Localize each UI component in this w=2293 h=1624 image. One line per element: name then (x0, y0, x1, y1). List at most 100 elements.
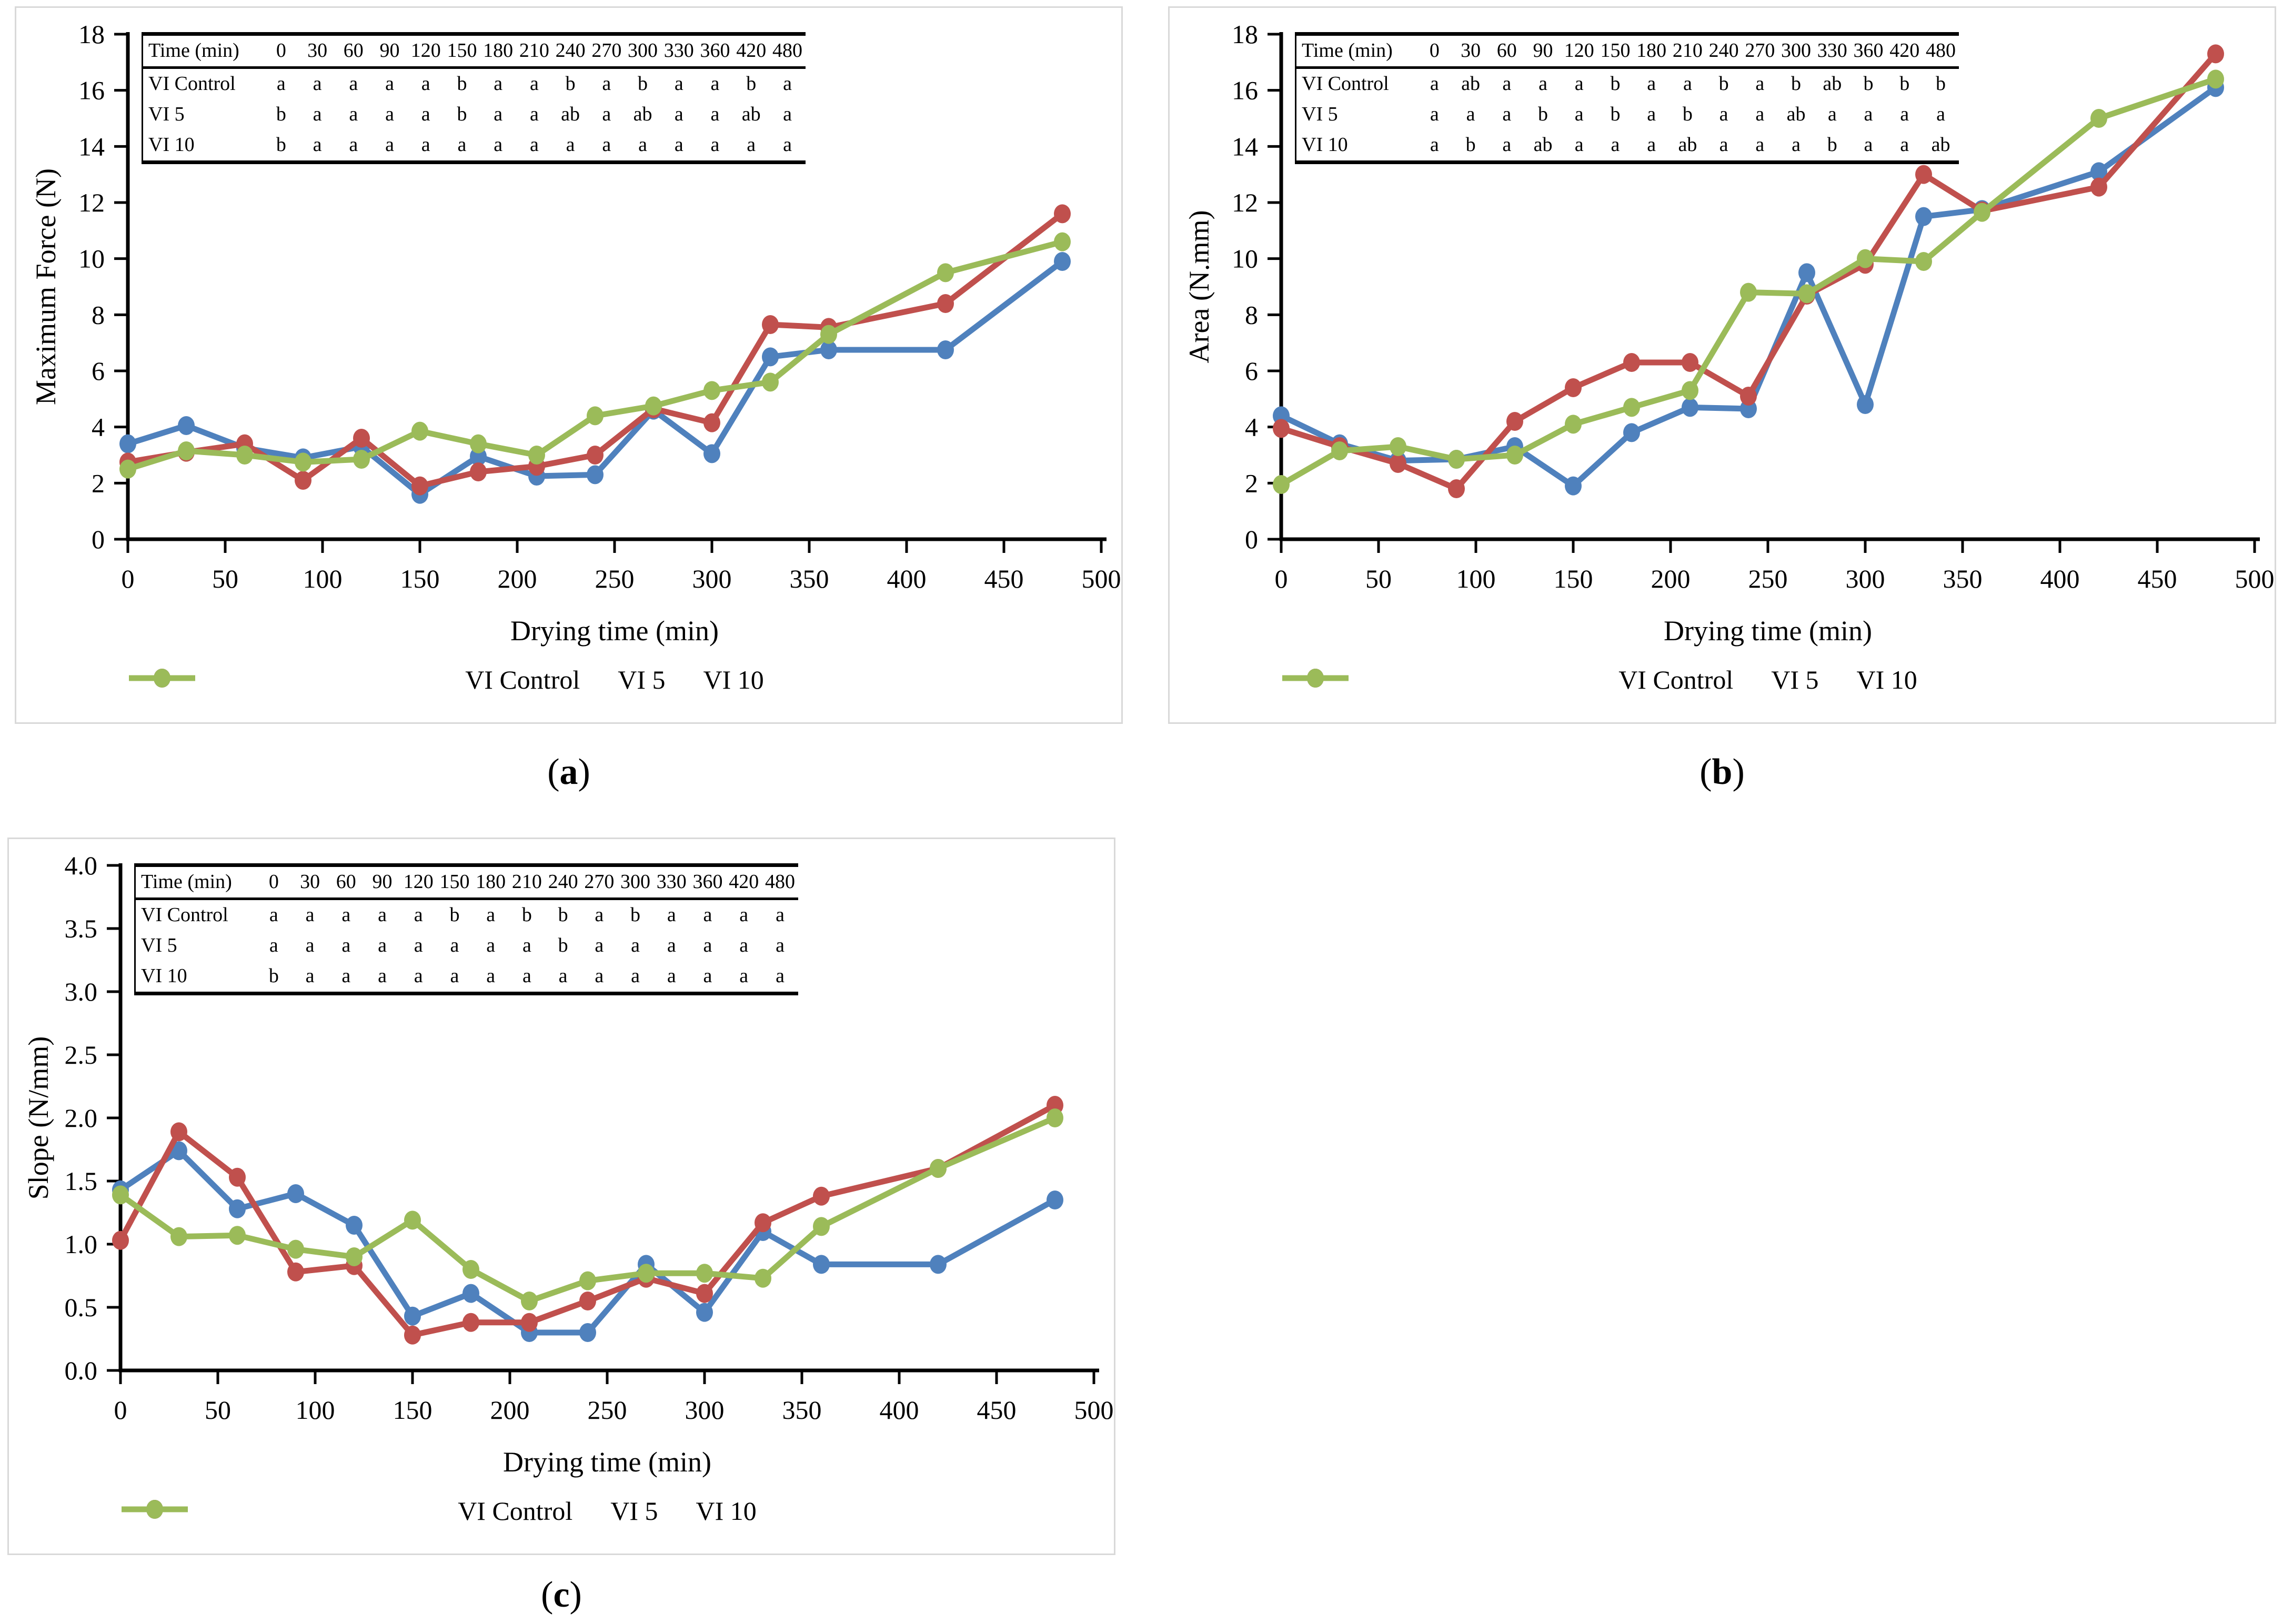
panel-paren: ) (578, 752, 590, 792)
series-marker-vi-control (404, 1306, 421, 1326)
sig-table-grid-a: Time (min) 0 30 60 90 120 150 180 210 240 270 300 33… (143, 36, 806, 160)
y-tick-label: 3.5 (65, 914, 98, 943)
x-tick-label: 350 (1943, 564, 1983, 593)
y-tick-label: 6 (1245, 356, 1258, 386)
sig-table-row-vi-5: VI 5 b a a a a b a a ab a ab a a ab a (143, 99, 806, 130)
x-tick-label: 0 (122, 564, 135, 593)
series-marker-vi-control (229, 1199, 246, 1218)
series-marker-vi-10 (411, 421, 428, 441)
sig-table-corner-label: Time (min) (141, 871, 232, 893)
series-marker-vi-control (287, 1184, 304, 1203)
sig-cell: a (602, 133, 611, 156)
sig-table-grid-c: Time (min) 0 30 60 90 120 150 180 210 240 270 300 33… (136, 867, 798, 992)
series-marker-vi-5 (762, 315, 779, 334)
sig-cell: b (1538, 103, 1548, 125)
sig-cell: a (595, 934, 604, 956)
series-marker-vi-control (1623, 423, 1640, 442)
legend-marker-vi-10 (129, 669, 195, 688)
sig-table-time-header: 360 (700, 39, 730, 62)
x-tick-label: 200 (490, 1395, 530, 1425)
sig-row-label: VI 10 (148, 133, 195, 156)
series-marker-vi-5 (579, 1292, 596, 1310)
series-marker-vi-10 (1915, 252, 1932, 271)
sig-cell: a (486, 934, 496, 956)
x-tick-label: 100 (1456, 564, 1496, 593)
sig-cell: a (269, 934, 278, 956)
sig-cell: a (1574, 133, 1584, 156)
x-tick-label: 450 (984, 564, 1024, 593)
series-marker-vi-5 (2090, 177, 2107, 197)
series-marker-vi-control (696, 1303, 713, 1322)
sig-cell: a (710, 133, 720, 156)
sig-table-time-header: 480 (1926, 39, 1956, 62)
series-marker-vi-control (1054, 252, 1071, 271)
sig-row-label: VI Control (1302, 72, 1389, 95)
sig-cell: a (674, 103, 683, 125)
x-tick-label: 150 (393, 1395, 433, 1425)
sig-table-time-header: 90 (372, 871, 393, 893)
sig-table-c: Time (min) 0 30 60 90 120 150 180 210 240 270 300 33… (134, 863, 798, 995)
series-marker-vi-5 (404, 1325, 421, 1345)
sig-table-time-header: 60 (336, 871, 356, 893)
x-tick-label: 500 (2235, 564, 2275, 593)
series-line-vi-10 (125, 239, 1065, 472)
sig-cell: a (1430, 133, 1439, 156)
legend-item-vi-control: VI Control (1282, 667, 1733, 693)
sig-cell: ab (633, 103, 652, 125)
sig-cell: a (602, 72, 611, 95)
y-tick-label: 14 (1232, 132, 1258, 161)
x-axis-title: Drying time (min) (1664, 615, 1872, 647)
sig-row-label: VI Control (148, 72, 236, 95)
y-tick-label: 8 (1245, 300, 1258, 329)
y-tick-label: 0 (1245, 524, 1258, 554)
y-tick-label: 18 (1232, 19, 1258, 49)
sig-cell: a (1827, 103, 1837, 125)
sig-cell: a (341, 934, 351, 956)
x-tick-label: 450 (977, 1395, 1017, 1425)
series-marker-vi-5 (287, 1262, 304, 1282)
series-marker-vi-10 (170, 1227, 187, 1246)
sig-cell: b (449, 903, 460, 926)
panel-paren: ( (1699, 752, 1712, 792)
sig-table-row-vi-10: VI 10 a b a ab a a a ab a a a b a a ab (1296, 130, 1959, 160)
series-marker-vi-10 (755, 1268, 771, 1288)
series-marker-vi-control (178, 416, 195, 435)
sig-cell: a (522, 964, 531, 987)
panel-label-b: (b) (1168, 751, 2276, 793)
sig-table-time-header: 180 (1636, 39, 1667, 62)
sig-cell: a (566, 133, 575, 156)
panel-letter: a (559, 752, 578, 792)
sig-cell: a (378, 934, 387, 956)
series-marker-vi-5 (1390, 454, 1406, 473)
sig-cell: b (268, 964, 279, 987)
sig-cell: a (710, 72, 720, 95)
sig-cell: ab (1533, 133, 1553, 156)
sig-cell: a (1466, 103, 1475, 125)
y-tick-label: 0 (92, 524, 105, 554)
sig-cell: ab (1461, 72, 1481, 95)
series-marker-vi-10 (645, 396, 662, 416)
series-marker-vi-control (119, 434, 136, 453)
x-tick-label: 250 (588, 1395, 627, 1425)
sig-cell: a (494, 72, 503, 95)
sig-cell: ab (1823, 72, 1842, 95)
sig-cell: a (674, 72, 683, 95)
sig-cell: a (1574, 103, 1584, 125)
series-marker-vi-control (587, 465, 604, 485)
chart-panel-b: 0 50 100 150 200 250 300 350 400 450 500 0 2 4 6 8 10 12 1… (1168, 6, 2276, 724)
legend-label-vi-10: VI 10 (696, 1496, 757, 1526)
series-marker-vi-control (170, 1141, 187, 1161)
sig-cell: a (1502, 72, 1512, 95)
panel-label-a: (a) (15, 751, 1123, 793)
y-tick-label: 0.5 (65, 1293, 98, 1322)
series-marker-vi-10 (2090, 109, 2107, 128)
sig-table-row-vi-10: VI 10 b a a a a a a a a a a a a a a (143, 130, 806, 160)
legend-marker-vi-10 (122, 1500, 188, 1519)
legend-label-vi-5: VI 5 (1771, 665, 1819, 694)
sig-cell: ab (741, 103, 761, 125)
y-tick-label: 12 (1232, 188, 1258, 217)
sig-table-time-header: 210 (519, 39, 549, 62)
chart-canvas-a: 0 50 100 150 200 250 300 350 400 450 5000246810121… (30, 19, 1121, 647)
sig-cell: a (1647, 72, 1656, 95)
sig-cell: b (1610, 72, 1621, 95)
